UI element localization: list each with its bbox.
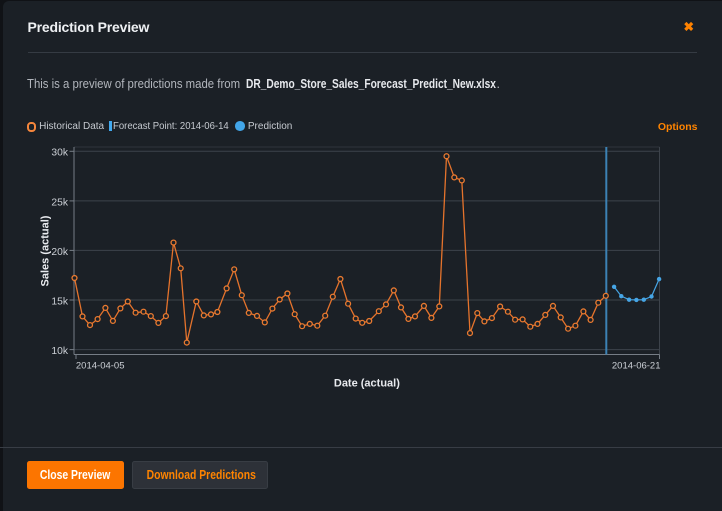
svg-text:Sales (actual): Sales (actual) (39, 215, 51, 286)
svg-text:2014-04-05: 2014-04-05 (76, 361, 125, 372)
svg-text:Date (actual): Date (actual) (334, 377, 400, 389)
svg-text:25k: 25k (51, 197, 68, 208)
svg-text:2014-06-21: 2014-06-21 (612, 361, 661, 372)
svg-text:10k: 10k (51, 346, 68, 357)
svg-text:30k: 30k (51, 148, 68, 159)
svg-text:20k: 20k (51, 247, 68, 258)
svg-text:15k: 15k (51, 296, 68, 307)
